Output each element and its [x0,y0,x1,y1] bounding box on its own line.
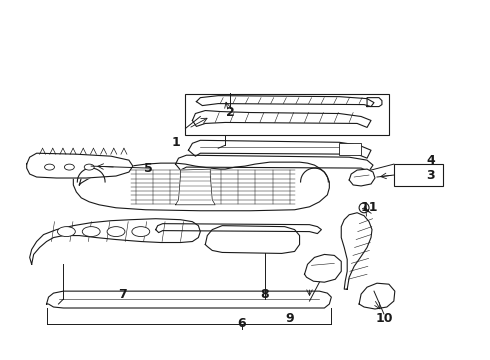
Polygon shape [26,153,133,178]
Ellipse shape [84,164,94,170]
Polygon shape [175,169,215,205]
Ellipse shape [107,227,125,237]
Polygon shape [341,213,372,289]
Bar [185,94,389,135]
Text: 10: 10 [375,312,392,325]
Polygon shape [156,224,321,234]
Text: 11: 11 [360,201,378,214]
Polygon shape [196,96,374,107]
Polygon shape [47,291,331,308]
Polygon shape [305,255,341,282]
Ellipse shape [45,164,54,170]
Text: 5: 5 [145,162,153,175]
Polygon shape [193,111,371,127]
Ellipse shape [132,227,150,237]
Polygon shape [349,169,375,186]
Text: 1: 1 [171,136,180,149]
Text: 2: 2 [226,106,235,119]
Polygon shape [367,98,382,107]
Bar [339,143,361,155]
Polygon shape [205,226,299,253]
Polygon shape [359,283,395,309]
Polygon shape [66,160,329,211]
Polygon shape [30,219,200,264]
Text: 6: 6 [238,318,246,330]
Ellipse shape [64,164,74,170]
Text: 7: 7 [119,288,127,301]
Text: 3: 3 [426,168,435,181]
Polygon shape [189,140,371,158]
Text: 9: 9 [285,312,294,325]
Text: 8: 8 [261,288,269,301]
Ellipse shape [57,227,75,237]
Text: 4: 4 [426,154,435,167]
FancyBboxPatch shape [394,164,443,186]
Polygon shape [175,155,373,171]
Ellipse shape [82,227,100,237]
